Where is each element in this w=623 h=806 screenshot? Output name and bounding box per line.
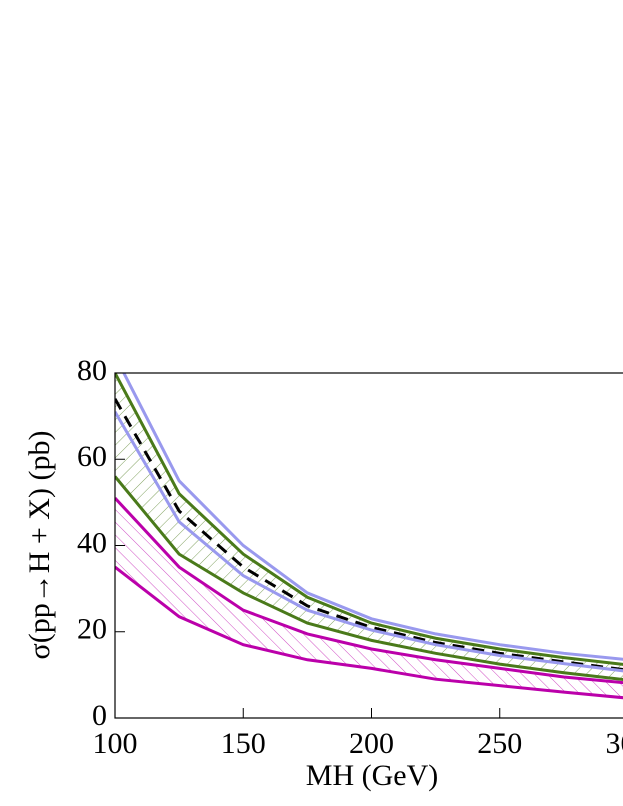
hatched-band: [115, 498, 623, 698]
x-tick-label: 150: [221, 727, 266, 760]
x-tick-label: 100: [93, 727, 138, 760]
y-axis-label: σ(pp→H + X) (pb): [23, 431, 56, 660]
plot-area: [115, 373, 623, 700]
series-line: [115, 475, 623, 681]
series-line: [115, 497, 623, 685]
x-tick-label: 200: [349, 727, 394, 760]
y-tick-label: 0: [92, 699, 107, 732]
series-line: [115, 565, 623, 700]
hatched-band: [115, 373, 623, 680]
y-tick-label: 20: [77, 613, 107, 646]
x-tick-label: 300: [606, 727, 623, 760]
series-line: [115, 411, 623, 673]
y-tick-label: 40: [77, 526, 107, 559]
y-tick-label: 60: [77, 440, 107, 473]
series-line: [115, 398, 623, 672]
x-tick-label: 250: [477, 727, 522, 760]
series-line: [122, 373, 623, 661]
series-line: [115, 373, 623, 666]
y-tick-label: 80: [77, 354, 107, 387]
x-axis-label: MH (GeV): [306, 759, 438, 792]
